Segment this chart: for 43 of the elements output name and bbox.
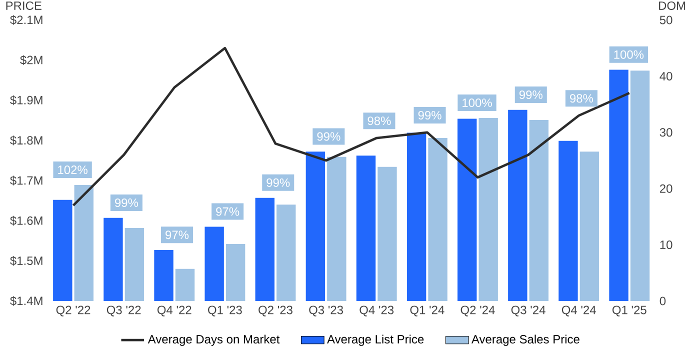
y-tick-label: $1.4M [10,296,42,306]
legend-label: Average Days on Market [148,334,280,346]
y-tick-label: $1.6M [10,216,42,226]
y2-tick-label: 50 [660,16,672,24]
y2-tick-label: 10 [660,240,672,250]
annotation: 98% [368,116,391,126]
x-tick-label: Q2 '24 [460,306,495,316]
x-tick-label: Q4 '24 [562,306,596,316]
y-tick-label: $2M [20,55,42,66]
annotation: 98% [570,94,594,103]
x-tick-label: Q3 '24 [511,306,546,316]
y-tick-label: $1.5M [10,256,42,266]
y2-axis-title: DOM [659,1,686,10]
annotation: 99% [115,198,138,207]
annotation: 99% [266,178,290,187]
annotation: 97% [166,230,189,240]
x-tick-label: Q4 '23 [360,306,394,316]
y-tick-label: $1.8M [10,136,42,146]
annotation: 100% [462,98,492,108]
x-tick-label: Q1 '23 [208,306,242,316]
y-axis-title: PRICE [6,1,42,10]
x-tick-label: Q1 '25 [612,306,646,316]
x-tick-label: Q1 '24 [410,306,444,316]
legend-label: Average Sales Price [471,334,580,346]
legend-label: Average List Price [327,334,424,346]
x-tick-label: Q2 '22 [56,306,90,316]
x-tick-label: Q3 '23 [309,306,344,316]
y-tick-label: $1.7M [10,176,42,186]
annotation: 99% [317,132,340,141]
y2-tick-label: 0 [660,296,666,306]
y-tick-label: $1.9M [10,95,42,106]
x-tick-label: Q3 '22 [106,306,141,316]
annotation: 99% [418,110,442,120]
annotation: 99% [519,90,542,99]
x-tick-label: Q2 '23 [258,306,292,316]
y-tick-label: $2.1M [10,15,42,25]
annotation: 97% [216,207,240,216]
y2-tick-label: 20 [660,184,672,193]
annotation: 102% [58,166,88,174]
y2-tick-label: 40 [660,72,672,80]
x-tick-label: Q4 '22 [157,306,192,316]
y2-tick-label: 30 [660,128,672,137]
annotation: 100% [614,50,644,59]
